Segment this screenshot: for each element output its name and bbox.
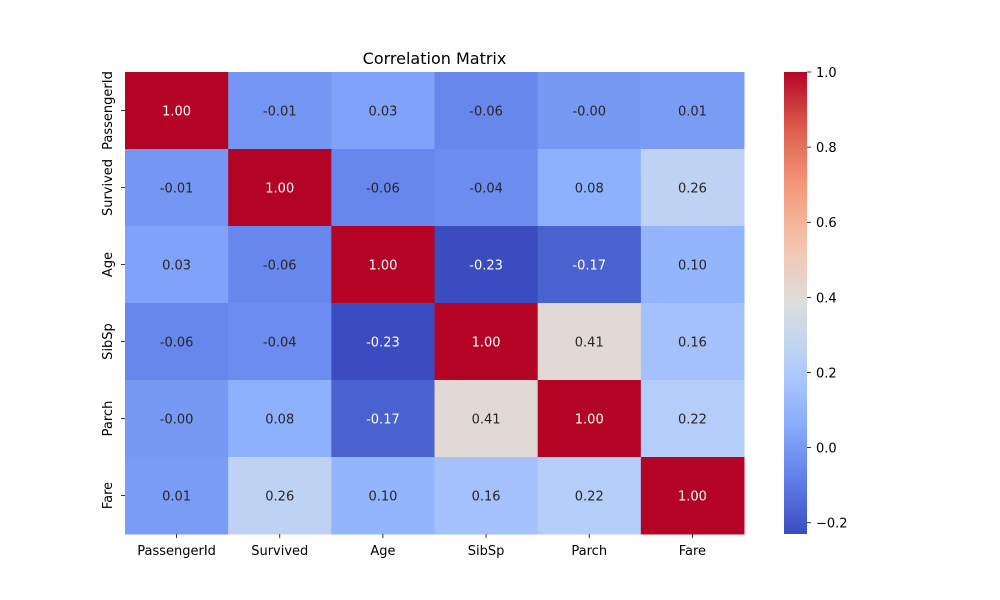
heatmap-cell xyxy=(331,457,435,535)
heatmap-cell xyxy=(434,380,539,458)
cell-value-label: -0.06 xyxy=(366,182,400,197)
cell-value-label: 0.16 xyxy=(678,336,707,351)
cell-value-label: -0.06 xyxy=(263,259,297,274)
heatmap-cell xyxy=(640,72,745,150)
heatmap-cell xyxy=(640,457,745,535)
x-tick-label: Survived xyxy=(251,544,308,559)
heatmap-cell xyxy=(434,457,539,535)
y-tick-label: PassengerId xyxy=(101,71,116,150)
cell-value-label: -0.00 xyxy=(572,105,606,120)
cell-value-label: 0.26 xyxy=(678,182,707,197)
cell-value-label: 1.00 xyxy=(472,336,501,351)
cell-value-label: -0.04 xyxy=(263,336,297,351)
heatmap-cell xyxy=(125,457,229,535)
y-tick-label: Fare xyxy=(101,482,116,509)
cell-value-label: 0.01 xyxy=(162,490,191,505)
cell-value-label: 0.08 xyxy=(575,182,604,197)
y-tick-label: Survived xyxy=(101,159,116,216)
colorbar-tick-label: 0.0 xyxy=(816,442,837,457)
y-tick-label: SibSp xyxy=(101,323,116,360)
heatmap-cell xyxy=(331,149,435,227)
heatmap-cell xyxy=(331,380,435,458)
colorbar: −0.2 0.0 0.2 0.4 0.6 0.8 1.0 xyxy=(784,66,848,534)
heatmap-cell xyxy=(537,149,642,227)
cell-value-label: -0.06 xyxy=(160,336,194,351)
cell-value-label: -0.00 xyxy=(160,413,194,428)
heatmap-cell xyxy=(537,380,642,458)
heatmap-cell xyxy=(125,226,229,304)
heatmap-cell xyxy=(228,226,332,304)
x-tick-label: Age xyxy=(370,544,395,559)
cell-value-label: 1.00 xyxy=(368,259,397,274)
colorbar-gradient xyxy=(784,72,807,534)
cell-value-label: 0.03 xyxy=(162,259,191,274)
cell-value-label: 1.00 xyxy=(162,105,191,120)
cell-value-label: -0.17 xyxy=(572,259,606,274)
cell-value-label: 1.00 xyxy=(265,182,294,197)
heatmap-cell xyxy=(228,457,332,535)
cell-value-label: -0.23 xyxy=(366,336,400,351)
chart-title: Correlation Matrix xyxy=(363,49,507,68)
colorbar-tick-label: 1.0 xyxy=(816,66,837,81)
cell-value-label: 0.41 xyxy=(472,413,501,428)
heatmap-cell xyxy=(434,226,539,304)
heatmap-cell xyxy=(537,303,642,381)
heatmap-cell xyxy=(125,380,229,458)
heatmap-cell xyxy=(640,303,745,381)
heatmap-cell xyxy=(640,149,745,227)
cell-value-label: -0.04 xyxy=(469,182,503,197)
colorbar-tick-label: 0.4 xyxy=(816,291,837,306)
cell-value-label: -0.17 xyxy=(366,413,400,428)
cell-value-label: 1.00 xyxy=(575,413,604,428)
colorbar-tick-label: 0.8 xyxy=(816,141,837,156)
heatmap-cell xyxy=(228,380,332,458)
heatmap-cells: 1.00 -0.01 0.03 -0.06 -0.00 0.01 -0.01 1.00 -0.0… xyxy=(125,72,745,535)
heatmap-cell xyxy=(331,303,435,381)
heatmap-cell xyxy=(228,72,332,150)
heatmap-cell xyxy=(125,72,229,150)
heatmap-cell xyxy=(228,303,332,381)
heatmap-cell xyxy=(640,226,745,304)
heatmap-cell xyxy=(434,72,539,150)
heatmap-cell xyxy=(125,303,229,381)
colorbar-tick-label: 0.2 xyxy=(816,366,837,381)
colorbar-tick-label: 0.6 xyxy=(816,216,837,231)
heatmap-cell xyxy=(228,149,332,227)
y-tick-label: Age xyxy=(101,252,116,277)
cell-value-label: -0.01 xyxy=(263,105,297,120)
heatmap-cell xyxy=(331,72,435,150)
y-tick-label: Parch xyxy=(101,401,116,437)
cell-value-label: 0.26 xyxy=(265,490,294,505)
cell-value-label: 1.00 xyxy=(678,490,707,505)
cell-value-label: 0.10 xyxy=(368,490,397,505)
heatmap-cell xyxy=(537,72,642,150)
heatmap-cell xyxy=(434,303,539,381)
heatmap-cell xyxy=(537,457,642,535)
cell-value-label: 0.03 xyxy=(368,105,397,120)
colorbar-tick-label: −0.2 xyxy=(816,517,848,532)
x-tick-label: Fare xyxy=(679,544,706,559)
x-tick-label: Parch xyxy=(571,544,607,559)
x-tick-label: PassengerId xyxy=(137,544,216,559)
cell-value-label: 0.08 xyxy=(265,413,294,428)
x-tick-label: SibSp xyxy=(468,544,505,559)
heatmap-cell xyxy=(640,380,745,458)
heatmap-cell xyxy=(434,149,539,227)
cell-value-label: 0.22 xyxy=(575,490,604,505)
cell-value-label: -0.06 xyxy=(469,105,503,120)
cell-value-label: 0.16 xyxy=(472,490,501,505)
y-axis: PassengerId Survived Age SibSp Parch Fare xyxy=(101,71,125,509)
cell-value-label: 0.22 xyxy=(678,413,707,428)
heatmap-cell xyxy=(125,149,229,227)
heatmap-cell xyxy=(331,226,435,304)
cell-value-label: -0.23 xyxy=(469,259,503,274)
cell-value-label: 0.10 xyxy=(678,259,707,274)
cell-value-label: 0.41 xyxy=(575,336,604,351)
heatmap-cell xyxy=(537,226,642,304)
x-axis: PassengerId Survived Age SibSp Parch Fare xyxy=(137,534,706,559)
cell-value-label: -0.01 xyxy=(160,182,194,197)
cell-value-label: 0.01 xyxy=(678,105,707,120)
